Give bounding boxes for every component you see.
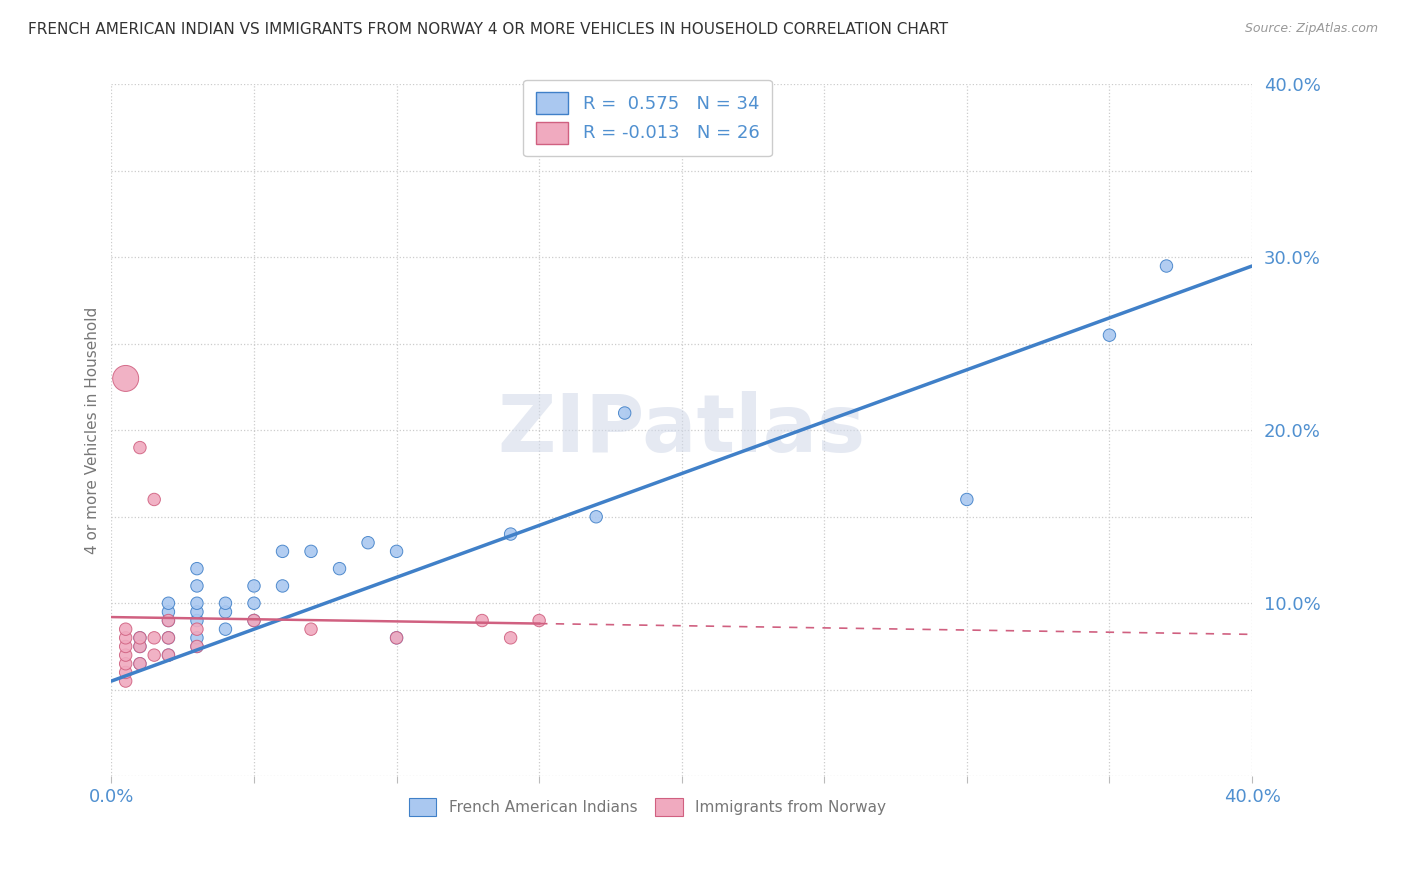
Point (299, 544, 322, 558)
Point (499, 631, 522, 645)
Point (129, 631, 152, 645)
Point (114, 674, 136, 689)
Point (157, 648, 180, 662)
Point (271, 579, 294, 593)
Point (186, 631, 208, 645)
Point (385, 544, 408, 558)
Point (385, 631, 408, 645)
Point (157, 631, 180, 645)
Point (143, 492, 166, 507)
Point (114, 622, 136, 636)
Point (186, 622, 208, 636)
Point (114, 371, 136, 385)
Text: Source: ZipAtlas.com: Source: ZipAtlas.com (1244, 22, 1378, 36)
Point (157, 605, 180, 619)
Point (357, 535, 380, 549)
Point (129, 631, 152, 645)
Point (214, 596, 236, 610)
Point (385, 631, 408, 645)
Point (157, 648, 180, 662)
Point (186, 640, 208, 654)
Point (271, 544, 294, 558)
Y-axis label: 4 or more Vehicles in Household: 4 or more Vehicles in Household (86, 307, 100, 554)
Point (129, 640, 152, 654)
Point (114, 640, 136, 654)
Point (114, 648, 136, 662)
Point (1156, 259, 1178, 273)
Text: FRENCH AMERICAN INDIAN VS IMMIGRANTS FROM NORWAY 4 OR MORE VEHICLES IN HOUSEHOLD: FRENCH AMERICAN INDIAN VS IMMIGRANTS FRO… (28, 22, 948, 37)
Point (243, 579, 266, 593)
Point (129, 657, 152, 671)
Point (157, 614, 180, 628)
Point (129, 441, 152, 455)
Point (214, 622, 236, 636)
Point (186, 579, 208, 593)
Text: ZIPatlas: ZIPatlas (498, 392, 866, 469)
Point (114, 657, 136, 671)
Point (157, 596, 180, 610)
Point (114, 665, 136, 680)
Point (143, 631, 166, 645)
Point (243, 596, 266, 610)
Point (186, 562, 208, 576)
Legend: French American Indians, Immigrants from Norway: French American Indians, Immigrants from… (401, 790, 894, 824)
Point (114, 631, 136, 645)
Point (157, 614, 180, 628)
Point (328, 562, 350, 576)
Point (471, 614, 494, 628)
Point (956, 492, 979, 507)
Point (186, 614, 208, 628)
Point (186, 605, 208, 619)
Point (186, 640, 208, 654)
Point (1098, 328, 1121, 343)
Point (143, 648, 166, 662)
Point (613, 406, 636, 420)
Point (585, 509, 607, 524)
Point (499, 527, 522, 541)
Point (527, 614, 550, 628)
Point (214, 605, 236, 619)
Point (157, 631, 180, 645)
Point (129, 657, 152, 671)
Point (129, 640, 152, 654)
Point (243, 614, 266, 628)
Point (299, 622, 322, 636)
Point (186, 596, 208, 610)
Point (243, 614, 266, 628)
